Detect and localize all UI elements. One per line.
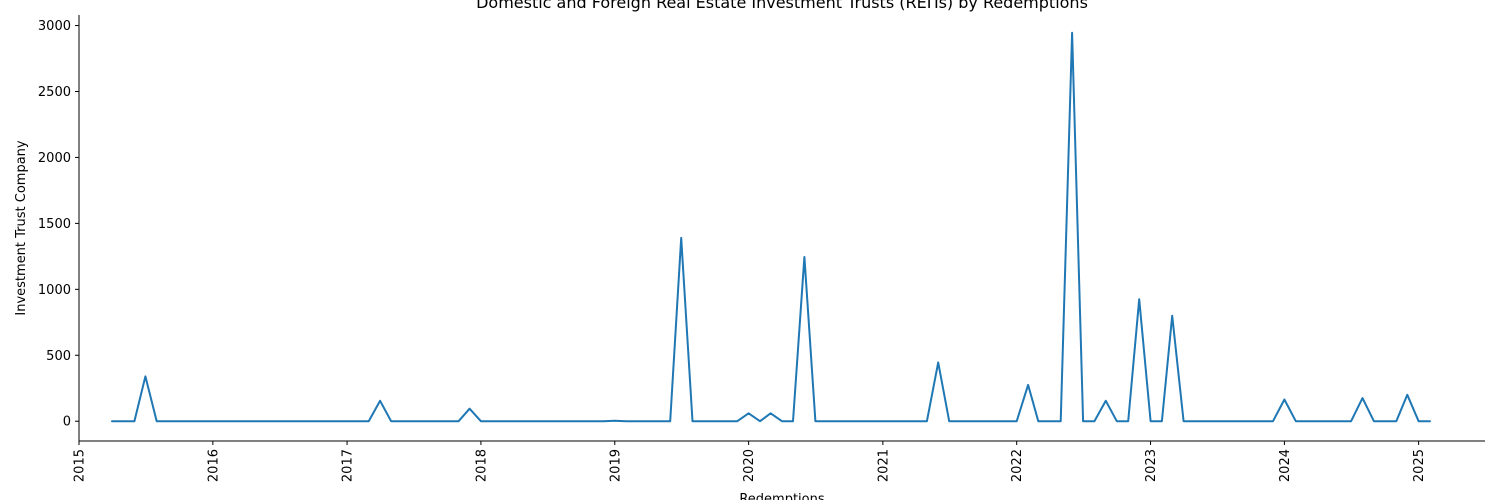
x-tick-label: 2015 — [73, 449, 88, 482]
y-ticks: 0 500 1000 1500 2000 2500 3000 — [38, 19, 79, 430]
y-tick-label: 1500 — [38, 217, 71, 232]
x-tick-label: 2017 — [341, 449, 356, 482]
x-tick-label: 2024 — [1278, 449, 1293, 482]
chart-title: Domestic and Foreign Real Estate Investm… — [476, 0, 1088, 12]
y-tick-label: 3000 — [38, 19, 71, 34]
x-axis-label: Redemptions — [739, 492, 825, 500]
x-tick-label: 2021 — [876, 449, 891, 482]
y-tick-label: 2000 — [38, 151, 71, 166]
x-tick-label: 2025 — [1412, 449, 1427, 482]
series-line — [111, 31, 1431, 423]
x-tick-label: 2019 — [608, 449, 623, 482]
x-ticks: 2015 2016 2017 2018 2019 2020 2021 2022 2023 2024… — [73, 441, 1427, 482]
x-tick-label: 2020 — [742, 449, 757, 482]
y-tick-label: 500 — [46, 349, 71, 364]
x-tick-label: 2022 — [1010, 449, 1025, 482]
x-tick-label: 2016 — [206, 449, 221, 482]
y-axis-label: Investment Trust Company — [14, 140, 29, 316]
y-tick-label: 1000 — [38, 283, 71, 298]
y-tick-label: 0 — [63, 415, 71, 430]
x-tick-label: 2018 — [474, 449, 489, 482]
y-tick-label: 2500 — [38, 85, 71, 100]
x-tick-label: 2023 — [1144, 449, 1159, 482]
